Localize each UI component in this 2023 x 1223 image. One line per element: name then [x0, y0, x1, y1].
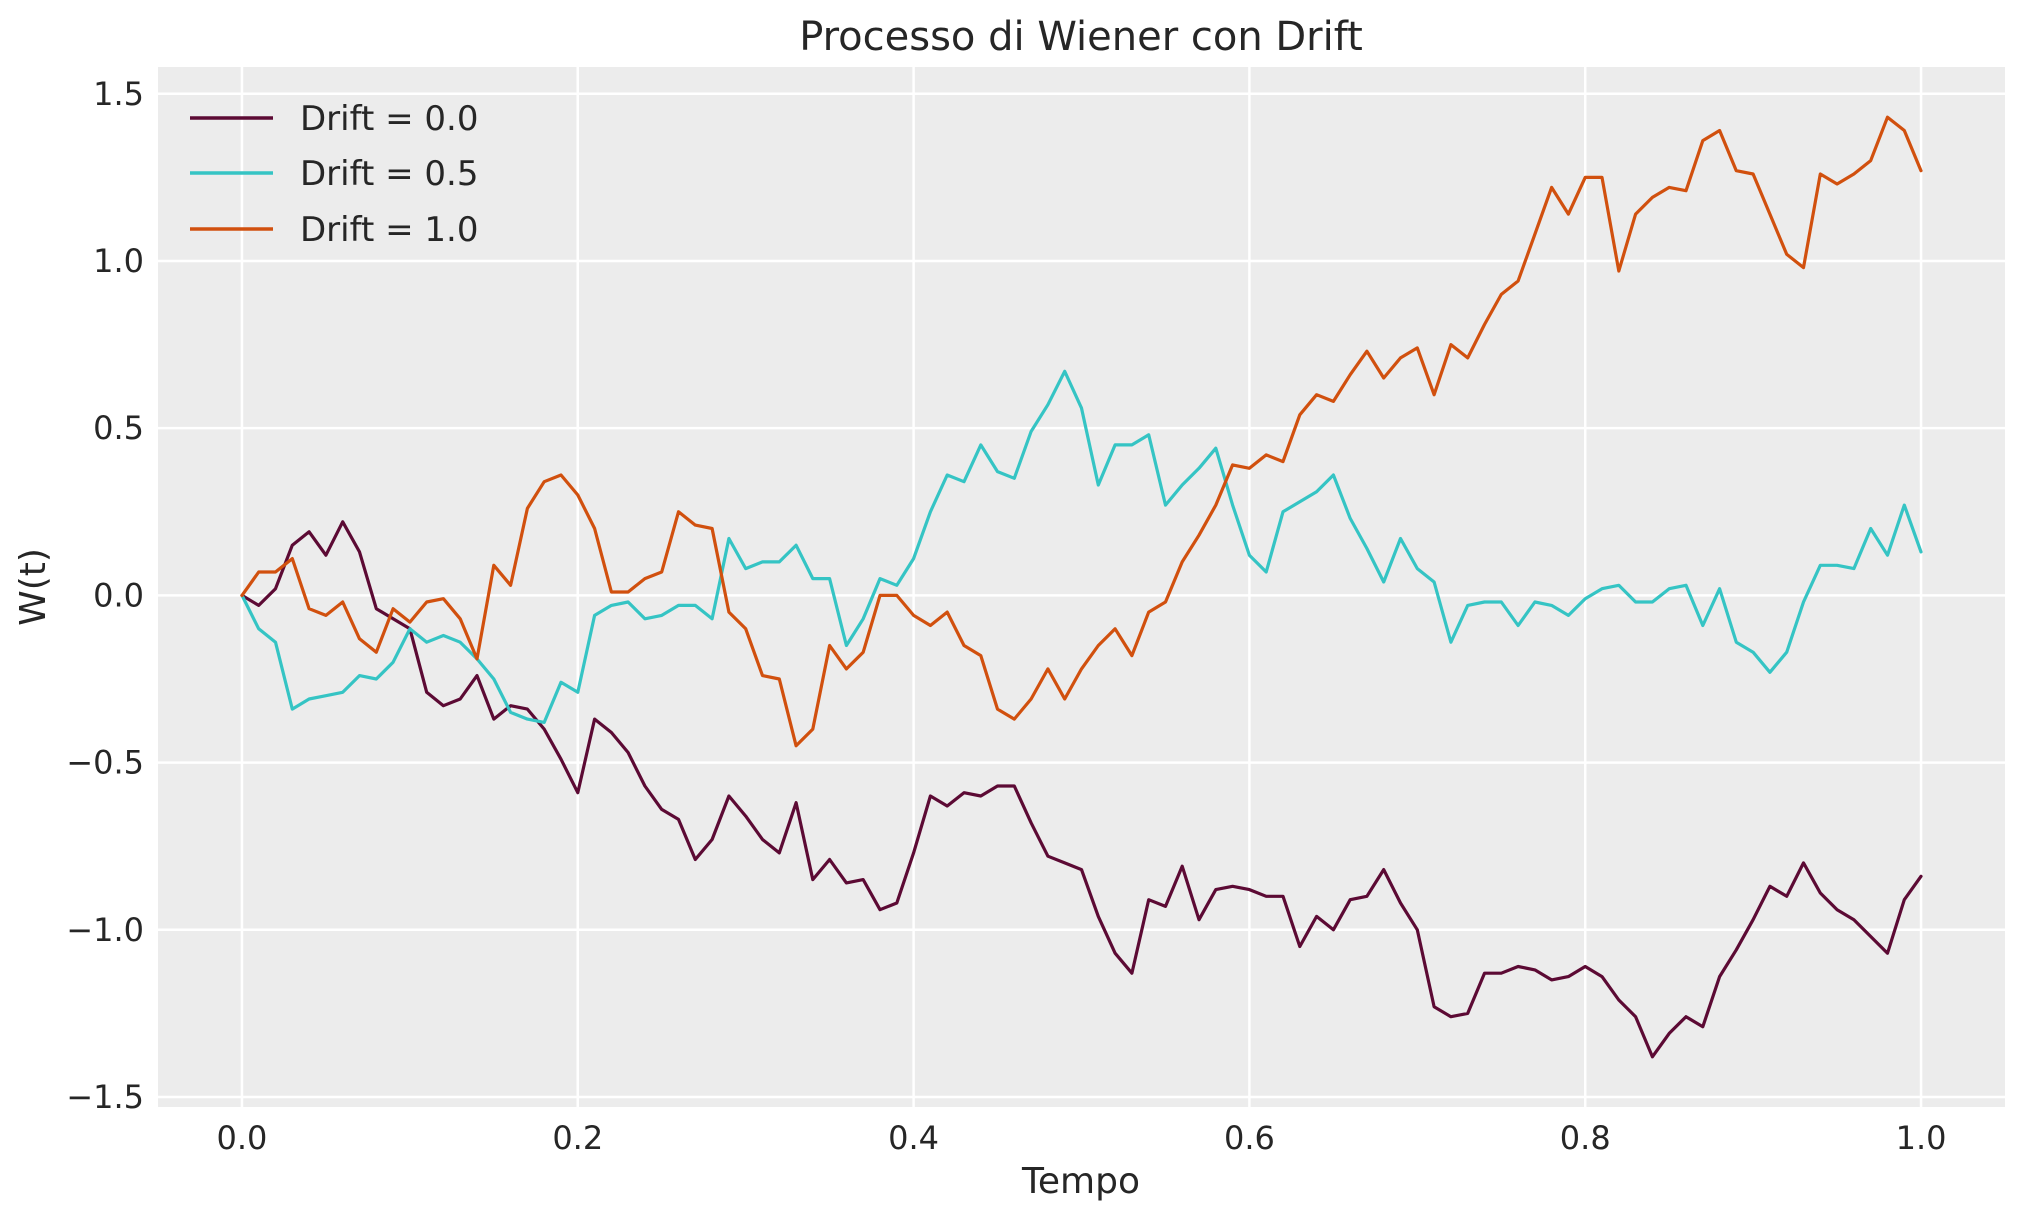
legend: Drift = 0.0 Drift = 0.5 Drift = 1.0	[190, 99, 478, 250]
chart-title: Processo di Wiener con Drift	[799, 14, 1363, 60]
legend-label-drift-0-5: Drift = 0.5	[300, 154, 478, 194]
y-axis-label: W(t)	[13, 548, 54, 626]
x-axis-label: Tempo	[1021, 1161, 1140, 1202]
y-tick-label: −1.5	[66, 1078, 144, 1116]
legend-label-drift-0: Drift = 0.0	[300, 99, 478, 139]
x-tick-label: 1.0	[1896, 1119, 1947, 1157]
grid	[158, 67, 2005, 1107]
x-tick-label: 0.2	[552, 1119, 603, 1157]
tick-labels: 0.0 0.2 0.4 0.6 0.8 1.0 −1.5 −1.0 −0.5 0.0 0.5 1.0 1…	[66, 75, 1946, 1157]
x-tick-label: 0.6	[1224, 1119, 1275, 1157]
series-line-1	[240, 369, 1923, 725]
x-tick-label: 0.8	[1560, 1119, 1611, 1157]
y-tick-label: 0.0	[93, 576, 144, 614]
y-tick-label: 1.0	[93, 242, 144, 280]
x-tick-label: 0.0	[217, 1119, 268, 1157]
y-tick-label: 1.5	[93, 75, 144, 113]
legend-label-drift-1: Drift = 1.0	[300, 210, 478, 250]
series-lines	[240, 115, 1923, 1059]
y-tick-label: 0.5	[93, 409, 144, 447]
x-tick-label: 0.4	[888, 1119, 939, 1157]
series-line-2	[240, 115, 1923, 748]
plot-area	[158, 67, 2005, 1107]
y-tick-label: −1.0	[66, 911, 144, 949]
series-line-0	[240, 520, 1923, 1059]
y-tick-label: −0.5	[66, 744, 144, 782]
